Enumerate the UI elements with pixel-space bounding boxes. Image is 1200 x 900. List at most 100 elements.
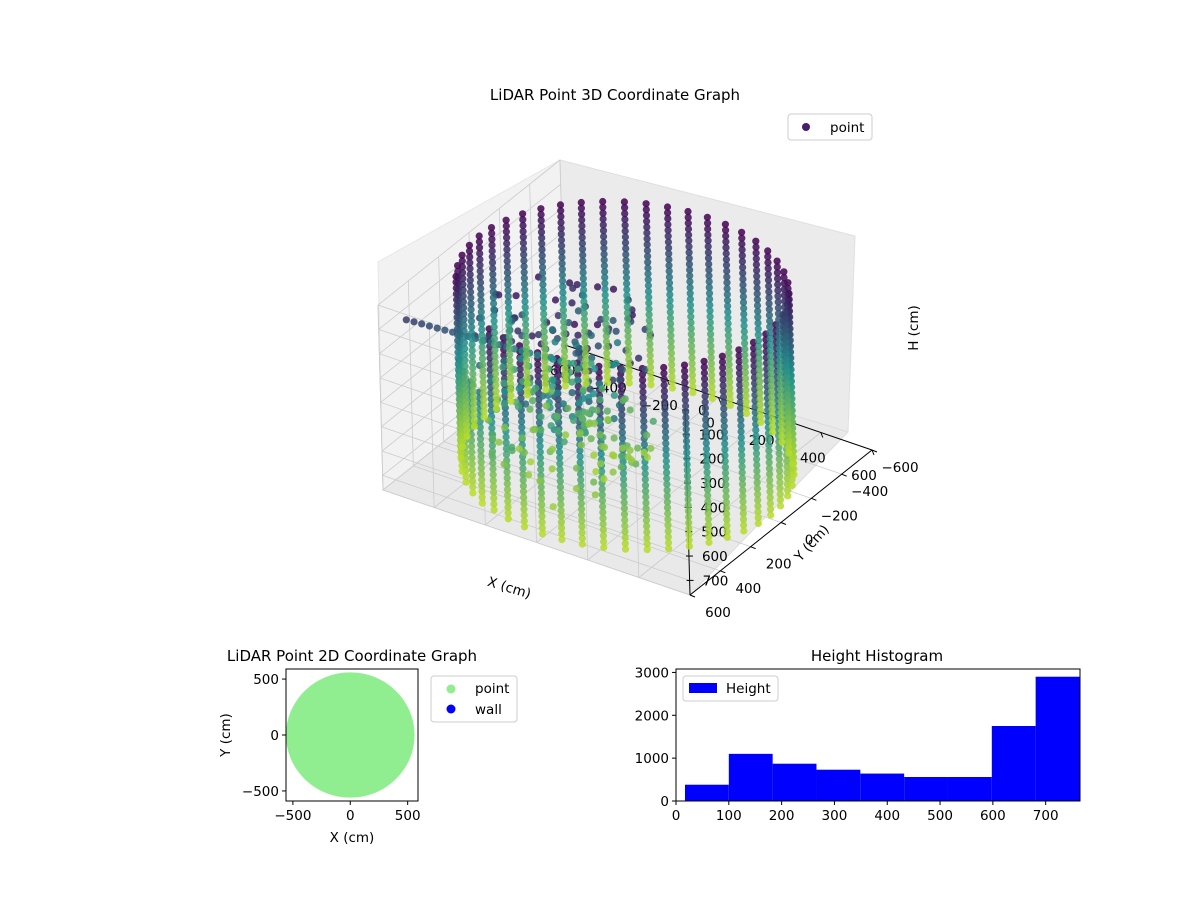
scatter3d-point <box>584 409 592 417</box>
scatter3d-point <box>721 446 729 454</box>
scatter3d-point <box>719 387 727 395</box>
scatter3d-point <box>722 238 730 246</box>
scatter3d-point <box>402 316 410 324</box>
scatter3d-point <box>726 396 734 404</box>
scatter3d-point <box>621 516 629 524</box>
scatter3d-point <box>704 219 712 227</box>
histogram-bar <box>947 777 992 801</box>
scatter3d-point <box>689 377 697 385</box>
scatter3d-point <box>682 414 690 422</box>
scatter3d-point <box>755 372 764 380</box>
scatter3d-point <box>575 399 583 407</box>
scatter3d-point <box>621 215 629 223</box>
scatter3d-point <box>721 440 729 448</box>
scatter3d-z-tick-label: 400 <box>701 500 727 516</box>
scatter3d-point <box>558 524 566 532</box>
scatter3d-point <box>461 356 469 364</box>
scatter3d-point <box>609 285 618 293</box>
scatter3d-point <box>519 227 527 235</box>
scatter3d-point <box>639 376 647 384</box>
scatter3d-point <box>684 501 692 509</box>
scatter3d-point <box>581 321 589 329</box>
scatter3d-point <box>664 238 673 246</box>
scatter3d-point <box>522 332 530 341</box>
scatter3d-point <box>642 499 650 507</box>
scatter3d-point <box>778 432 786 440</box>
scatter3d-x-tick <box>820 432 824 438</box>
scatter3d-point <box>600 543 608 552</box>
scatter3d-point <box>738 457 746 465</box>
scatter3d-point <box>569 284 577 292</box>
scatter3d-point <box>599 508 607 516</box>
scatter3d-point <box>522 321 530 329</box>
scatter3d-point <box>752 243 760 251</box>
scatter3d-point <box>521 315 530 323</box>
scatter3d-point <box>600 262 609 270</box>
scatter3d-point <box>766 317 774 325</box>
scatter3d-point <box>701 404 710 412</box>
scatter3d-point <box>621 221 629 229</box>
scatter3d-y-tick-label: −400 <box>851 484 888 500</box>
scatter3d-point <box>783 396 791 404</box>
scatter3d-point <box>558 242 566 250</box>
scatter3d-point <box>754 313 762 321</box>
scatter3d-point <box>724 308 732 316</box>
scatter3d-point <box>737 428 745 436</box>
scatter3d-point <box>704 248 713 256</box>
scatter3d-point <box>780 279 788 288</box>
scatter3d-point <box>539 269 547 277</box>
scatter3d-point <box>502 450 511 459</box>
scatter3d-point <box>701 386 709 395</box>
scatter3d-point <box>666 314 675 322</box>
scatter3d-point <box>778 438 786 446</box>
scatter3d-point <box>461 368 469 376</box>
scatter3d-point <box>685 525 693 533</box>
scatter3d-point <box>755 366 763 374</box>
scatter3d-point <box>645 311 653 319</box>
scatter3d-point <box>601 268 609 276</box>
scatter3d-point <box>569 359 578 367</box>
scatter3d-point <box>488 450 496 458</box>
histogram-bar <box>904 777 948 801</box>
scatter3d-point <box>754 325 762 333</box>
histogram-bar <box>772 763 817 801</box>
scatter3d-point <box>468 323 476 331</box>
scatter3d-point <box>755 360 763 368</box>
scatter3d-point <box>574 365 582 373</box>
scatter3d-point <box>684 207 692 216</box>
scatter3d-point <box>506 362 514 370</box>
scatter3d-point <box>558 248 566 256</box>
scatter3d-point <box>682 431 691 439</box>
scatter3d-point <box>739 275 747 283</box>
scatter3d-point <box>539 298 548 306</box>
scatter3d-point <box>504 304 513 312</box>
scatter3d-point <box>688 354 696 362</box>
scatter3d-point <box>523 391 532 399</box>
scatter3d-point <box>488 424 496 432</box>
scatter3d-point <box>641 470 649 478</box>
scatter3d-point <box>643 528 651 536</box>
scatter3d-point <box>478 349 486 357</box>
scatter3d-point <box>466 276 474 284</box>
scatter3d-point <box>501 388 509 396</box>
scatter3d-point <box>666 291 674 299</box>
scatter3d-point <box>467 300 475 308</box>
scatter3d-point <box>756 401 764 409</box>
scatter3d-point <box>775 345 784 353</box>
scatter3d-x-tick-label: 400 <box>800 451 826 467</box>
scatter3d-point <box>536 477 544 485</box>
scatter3d-point <box>534 372 542 380</box>
scatter3d-point <box>555 442 564 450</box>
scatter3d-point <box>741 363 749 371</box>
scatter3d-point <box>766 352 775 360</box>
scatter3d-point <box>489 288 497 296</box>
scatter3d-point <box>777 409 785 417</box>
scatter3d-point <box>600 238 608 246</box>
scatter3d-point <box>609 316 617 325</box>
scatter3d-point <box>660 363 668 372</box>
scatter3d-point <box>723 279 731 287</box>
scatter3d-point <box>519 488 528 496</box>
scatter2d-y-tick-label: 500 <box>253 672 279 688</box>
scatter2d-legend-wall-label: wall <box>475 702 502 718</box>
scatter3d-point <box>768 405 776 413</box>
